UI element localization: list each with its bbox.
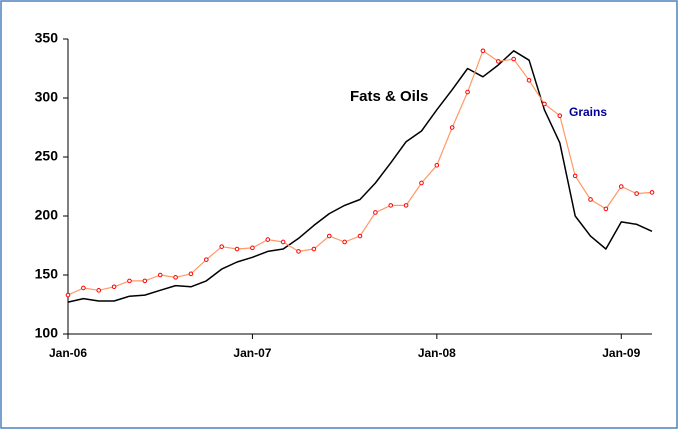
data-point [449,125,455,130]
data-point [326,233,332,239]
data-point [234,246,240,252]
data-point [465,89,470,95]
data-point [419,180,424,186]
x-tick-label: Jan-09 [602,346,640,360]
data-point [588,197,593,202]
data-point [388,203,394,208]
data-point [403,203,409,208]
data-point [603,206,609,212]
data-point [219,244,224,249]
data-point [296,249,301,254]
series-label: Fats & Oils [350,88,428,105]
data-point [127,278,132,284]
y-tick-label: 350 [35,30,59,46]
data-point [557,113,563,118]
x-tick-label: Jan-07 [233,346,271,360]
data-point [526,78,532,83]
data-point [250,245,255,251]
data-point [204,257,209,262]
data-point [81,285,86,291]
data-point [280,239,286,245]
data-point [572,173,578,179]
series-label: Grains [569,105,607,119]
data-point [265,237,271,242]
data-point [111,284,117,290]
data-point [142,278,148,284]
y-tick-label: 300 [35,89,59,105]
data-point [173,275,178,280]
data-point [434,162,440,168]
x-tick-label: Jan-08 [418,346,456,360]
data-point [496,59,501,64]
y-tick-label: 100 [35,325,59,341]
data-point [188,271,194,277]
data-point [342,239,347,245]
data-point [649,190,655,195]
data-point [157,272,163,278]
data-point [618,184,624,189]
data-point [511,56,516,62]
data-point [96,288,102,293]
data-point [357,233,363,239]
data-point [542,101,547,107]
y-tick-label: 150 [35,266,59,282]
y-tick-label: 200 [35,207,59,223]
data-point [373,210,378,215]
data-point [65,292,71,298]
series-line [67,50,653,303]
data-point [634,191,639,196]
data-point [480,48,486,54]
x-tick-label: Jan-06 [49,346,87,360]
data-point [311,246,317,252]
y-tick-label: 250 [35,148,59,164]
